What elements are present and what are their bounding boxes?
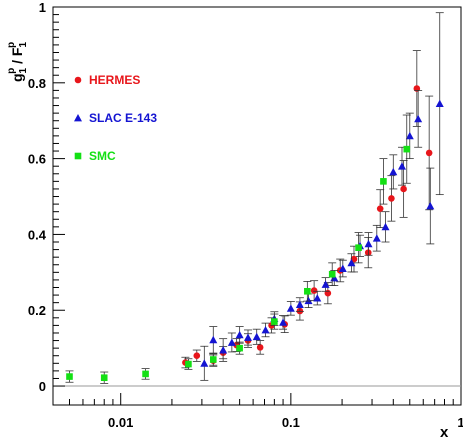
data-point <box>244 333 253 341</box>
y-label-g-sub: 1 <box>18 67 29 73</box>
legend-marker <box>74 114 82 122</box>
y-axis-ticks: 0 0.2 0.4 0.6 0.8 1 <box>28 0 65 394</box>
data-point <box>256 344 264 351</box>
data-point <box>66 373 73 380</box>
data-point <box>304 296 313 305</box>
data-point <box>425 149 433 157</box>
data-point <box>313 294 322 302</box>
data-point <box>252 332 261 341</box>
data-points <box>65 12 444 384</box>
data-point <box>397 162 406 170</box>
data-point <box>209 335 218 344</box>
x-tick-label: 1 <box>457 415 463 430</box>
x-axis-label: x <box>440 424 449 440</box>
data-point <box>219 346 228 354</box>
data-point <box>381 222 390 231</box>
y-label-f: F <box>9 47 25 56</box>
data-point <box>279 318 288 326</box>
data-point <box>310 287 318 294</box>
y-tick-label: 0 <box>39 379 46 394</box>
y-tick-label: 0.4 <box>28 227 47 242</box>
legend-label: SLAC E-143 <box>89 111 157 125</box>
x-tick-label: 0.1 <box>282 415 300 430</box>
data-point <box>193 352 201 360</box>
data-point <box>388 195 395 202</box>
data-point <box>338 264 347 272</box>
y-tick-label: 1 <box>39 0 46 15</box>
data-point <box>271 318 278 325</box>
data-point <box>364 239 373 248</box>
data-point <box>304 287 311 295</box>
y-label-sep: / <box>9 56 25 68</box>
data-point <box>347 258 356 267</box>
data-point <box>142 370 149 378</box>
data-point <box>405 131 414 140</box>
data-point <box>413 85 421 92</box>
data-point <box>355 244 362 251</box>
data-point <box>261 325 270 334</box>
y-tick-label: 0.8 <box>28 76 46 91</box>
data-point <box>236 344 243 352</box>
legend-marker <box>74 76 82 84</box>
data-point <box>227 338 236 346</box>
legend-label: HERMES <box>89 73 140 87</box>
data-point <box>389 167 398 176</box>
data-point <box>321 280 330 288</box>
y-label-g: g <box>9 73 25 82</box>
y-axis-label: g1p / F1p <box>6 42 29 82</box>
data-point <box>372 234 381 242</box>
data-point <box>295 300 304 308</box>
series-0 <box>181 50 434 369</box>
data-point <box>286 304 295 312</box>
data-point <box>376 205 384 212</box>
x-tick-label: 0.01 <box>108 415 133 430</box>
data-point <box>403 145 411 153</box>
y-label-g-sup: p <box>6 68 17 74</box>
x-axis-ticks: 0.01 0.1 1 <box>52 393 463 430</box>
data-point <box>235 330 244 339</box>
y-tick-label: 0.2 <box>28 303 46 318</box>
data-point <box>209 356 217 363</box>
plot-area <box>52 6 462 406</box>
data-point <box>185 360 192 368</box>
data-point <box>435 99 444 108</box>
legend: HERMES SLAC E-143 SMC <box>74 73 157 163</box>
y-label-f-sub: 1 <box>18 42 29 48</box>
series-2 <box>65 114 411 384</box>
legend-marker <box>74 152 82 160</box>
legend-label: SMC <box>89 149 116 163</box>
y-tick-label: 0.6 <box>28 152 46 167</box>
data-point <box>200 359 209 367</box>
data-point <box>100 374 108 382</box>
data-point <box>400 185 407 193</box>
data-point <box>426 202 435 210</box>
data-point <box>328 270 336 278</box>
data-point <box>414 114 423 123</box>
series-1 <box>200 12 444 381</box>
data-point <box>380 178 387 185</box>
y-label-f-sup: p <box>6 42 17 48</box>
